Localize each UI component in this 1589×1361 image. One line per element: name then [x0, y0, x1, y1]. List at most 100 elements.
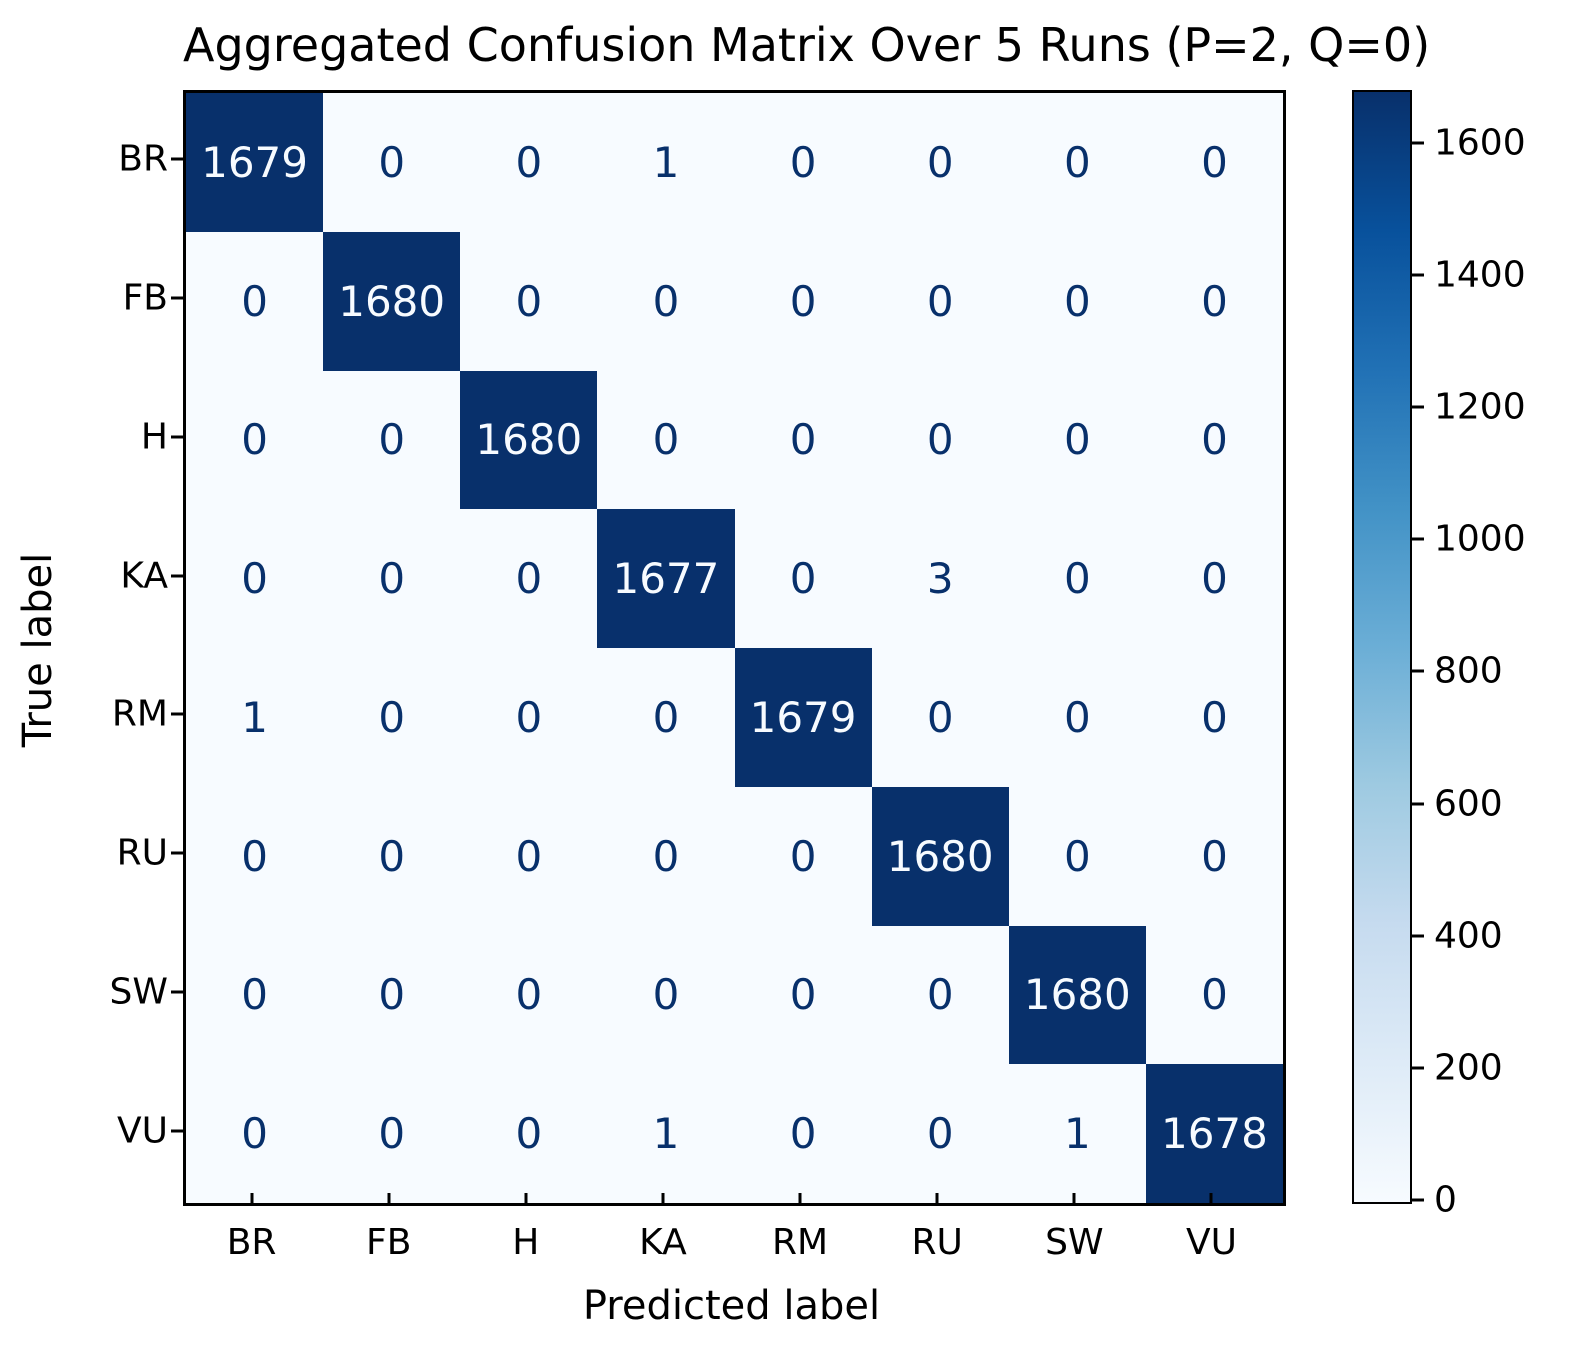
x-tick-mark [250, 1193, 254, 1205]
y-tick-label-SW: SW [109, 971, 168, 1013]
cell-value: 0 [652, 415, 680, 465]
matrix-cell-KA-BR: 0 [186, 509, 324, 648]
matrix-cell-SW-H: 0 [460, 925, 598, 1065]
colorbar-tick-label-200: 200 [1434, 1047, 1503, 1089]
cell-value: 0 [926, 137, 954, 187]
cell-value: 0 [241, 1109, 268, 1159]
matrix-cell-FB-H: 0 [460, 231, 598, 371]
y-axis-title: True label [15, 552, 61, 748]
matrix-cell-RM-BR: 1 [186, 648, 324, 787]
cell-value: 0 [789, 137, 817, 187]
cell-value: 0 [378, 831, 406, 881]
y-tick-mark [171, 712, 183, 716]
x-tick-mark [798, 1193, 802, 1205]
chart-title: Aggregated Confusion Matrix Over 5 Runs … [183, 18, 1431, 72]
matrix-cell-SW-SW: 1680 [1008, 925, 1146, 1065]
matrix-cell-RU-FB: 0 [323, 786, 461, 926]
colorbar-tick-label-800: 800 [1434, 650, 1503, 692]
cell-value: 0 [1201, 970, 1228, 1020]
matrix-cell-H-FB: 0 [323, 370, 461, 510]
matrix-cell-RU-RM: 0 [734, 786, 872, 926]
y-tick-label-RM: RM [111, 693, 168, 735]
matrix-cell-SW-RM: 0 [734, 925, 872, 1065]
colorbar-tick-mark [1412, 934, 1424, 938]
x-tick-label-H: H [512, 1222, 540, 1263]
cell-value: 0 [926, 970, 954, 1020]
cell-value: 0 [1063, 831, 1091, 881]
matrix-cell-BR-RU: 0 [871, 93, 1009, 232]
cell-value: 0 [378, 137, 406, 187]
cell-value: 3 [926, 554, 954, 604]
matrix-cell-RU-BR: 0 [186, 786, 324, 926]
cell-value: 0 [926, 415, 954, 465]
matrix-cell-SW-VU: 0 [1145, 925, 1283, 1065]
cell-value: 0 [378, 554, 406, 604]
matrix-cell-FB-RM: 0 [734, 231, 872, 371]
x-tick-label-VU: VU [1185, 1222, 1237, 1263]
colorbar-tick-label-600: 600 [1434, 783, 1503, 825]
cell-value: 0 [789, 554, 817, 604]
cell-value: 0 [1201, 415, 1228, 465]
cell-value: 0 [1201, 831, 1228, 881]
cell-value: 0 [241, 415, 268, 465]
cell-value: 0 [1063, 554, 1091, 604]
cell-value: 1680 [1023, 970, 1131, 1020]
colorbar-tick-label-400: 400 [1434, 915, 1503, 957]
cell-value: 0 [241, 554, 268, 604]
cell-value: 0 [789, 970, 817, 1020]
matrix-cell-BR-VU: 0 [1145, 93, 1283, 232]
cell-value: 1 [652, 1109, 680, 1159]
matrix-cell-SW-KA: 0 [597, 925, 735, 1065]
matrix-cell-VU-SW: 1 [1008, 1064, 1146, 1203]
cell-value: 0 [652, 831, 680, 881]
cell-value: 0 [515, 137, 543, 187]
cell-value: 0 [378, 415, 406, 465]
x-tick-label-FB: FB [365, 1222, 412, 1263]
x-tick-label-KA: KA [639, 1222, 687, 1263]
matrix-cell-VU-KA: 1 [597, 1064, 735, 1203]
y-tick-label-FB: FB [122, 277, 168, 319]
colorbar-tick-mark [1412, 141, 1424, 145]
matrix-cell-KA-KA: 1677 [597, 509, 735, 648]
matrix-cell-FB-BR: 0 [186, 231, 324, 371]
cell-value: 1 [241, 692, 268, 742]
cell-value: 0 [1063, 692, 1091, 742]
matrix-cell-KA-SW: 0 [1008, 509, 1146, 648]
y-tick-label-VU: VU [117, 1110, 168, 1152]
matrix-cell-VU-VU: 1678 [1145, 1064, 1283, 1203]
x-tick-mark [1209, 1193, 1213, 1205]
x-tick-label-RU: RU [911, 1222, 963, 1263]
cell-value: 0 [789, 831, 817, 881]
matrix-cell-H-RM: 0 [734, 370, 872, 510]
matrix-cell-FB-VU: 0 [1145, 231, 1283, 371]
y-tick-label-BR: BR [118, 138, 168, 180]
matrix-cell-FB-SW: 0 [1008, 231, 1146, 371]
colorbar-tick-mark [1412, 802, 1424, 806]
cell-value: 0 [378, 692, 406, 742]
cell-value: 1680 [338, 276, 446, 326]
cell-value: 1679 [749, 692, 857, 742]
matrix-cell-RU-RU: 1680 [871, 786, 1009, 926]
cell-value: 1680 [475, 415, 583, 465]
cell-value: 1679 [201, 137, 308, 187]
x-tick-mark [1072, 1193, 1076, 1205]
cell-value: 0 [926, 1109, 954, 1159]
y-tick-label-H: H [140, 416, 168, 458]
matrix-cell-H-SW: 0 [1008, 370, 1146, 510]
matrix-cell-KA-VU: 0 [1145, 509, 1283, 648]
matrix-cell-VU-H: 0 [460, 1064, 598, 1203]
cell-value: 0 [378, 1109, 406, 1159]
x-tick-label-SW: SW [1045, 1222, 1104, 1263]
colorbar-tick-label-0: 0 [1434, 1179, 1457, 1221]
matrix-cell-FB-RU: 0 [871, 231, 1009, 371]
x-axis-title: Predicted label [582, 1283, 881, 1329]
colorbar-tick-mark [1412, 537, 1424, 541]
cell-value: 0 [926, 692, 954, 742]
matrix-cell-BR-BR: 1679 [186, 93, 324, 232]
cell-value: 0 [789, 276, 817, 326]
cell-value: 0 [515, 831, 543, 881]
colorbar-tick-mark [1412, 669, 1424, 673]
cell-value: 1680 [886, 831, 994, 881]
matrix-cell-BR-FB: 0 [323, 93, 461, 232]
